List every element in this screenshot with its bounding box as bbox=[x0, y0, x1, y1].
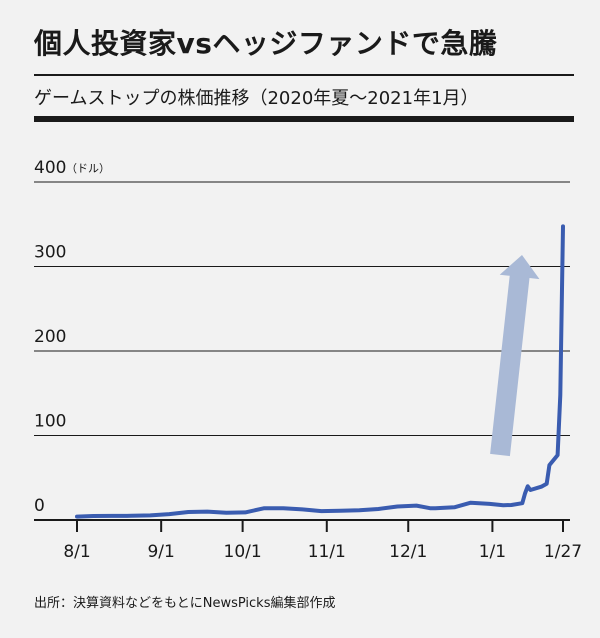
x-tick-label: 12/1 bbox=[389, 542, 427, 562]
chart-subtitle: ゲームストップの株価推移（2020年夏〜2021年1月） bbox=[34, 88, 479, 109]
y-unit-label: （ドル） bbox=[66, 162, 110, 175]
y-tick-label: 100 bbox=[34, 412, 66, 432]
upward-arrow-shape bbox=[490, 255, 540, 457]
source-note: 出所：決算資料などをもとにNewsPicks編集部作成 bbox=[34, 596, 336, 611]
x-tick-label: 1/27 bbox=[544, 542, 582, 562]
x-tick-label: 9/1 bbox=[147, 542, 174, 562]
x-tick-label: 8/1 bbox=[63, 542, 90, 562]
subtitle-divider bbox=[34, 116, 574, 122]
grid-layer bbox=[34, 181, 570, 521]
upward-arrow-icon bbox=[490, 255, 540, 457]
x-tick-label: 10/1 bbox=[224, 542, 262, 562]
title-divider bbox=[34, 74, 574, 76]
series-layer bbox=[75, 224, 565, 519]
y-tick-label: 300 bbox=[34, 243, 66, 263]
chart-title: 個人投資家vsヘッジファンドで急騰 bbox=[34, 27, 498, 60]
y-tick-label: 400 bbox=[34, 158, 66, 178]
x-tick-label: 1/1 bbox=[479, 542, 506, 562]
y-tick-label: 200 bbox=[34, 327, 66, 347]
price-line bbox=[75, 224, 565, 519]
y-tick-label: 0 bbox=[34, 496, 45, 516]
axis-layer: 0 100 200 300 400 （ドル） 8/1 9/1 10/1 11/1 12/1 1/1 1/… bbox=[34, 158, 582, 562]
x-tick-label: 11/1 bbox=[308, 542, 346, 562]
